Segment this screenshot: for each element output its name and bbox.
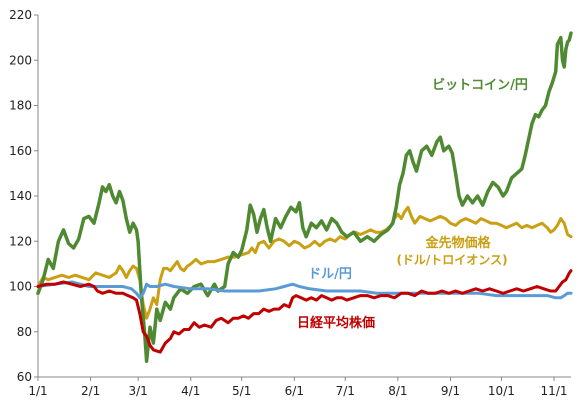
y-tick-label: 120: [9, 234, 32, 248]
series-label-1-line-1: (ドル/トロイオンス): [396, 253, 507, 267]
x-tick-label: 5/1: [232, 384, 251, 398]
series-line-0: [36, 31, 573, 363]
y-tick-label: 200: [9, 53, 32, 67]
series-label-2-line-0: ドル/円: [308, 267, 352, 282]
series-line-3: [36, 269, 573, 354]
x-tick-label: 11/1: [541, 384, 568, 398]
y-tick-label: 180: [9, 99, 32, 113]
chart-series-lines: [36, 31, 573, 363]
series-label-0-line-0: ビットコイン/円: [432, 77, 528, 93]
x-tick-label: 1/1: [28, 384, 47, 398]
y-tick-label: 60: [17, 370, 32, 384]
x-tick-label: 3/1: [128, 384, 147, 398]
x-tick-label: 7/1: [336, 384, 355, 398]
y-tick-label: 220: [9, 8, 32, 22]
series-label-1-line-0: 金先物価格: [424, 235, 491, 251]
x-tick-label: 6/1: [285, 384, 304, 398]
chart-axes: 60 80 100 120 140 160 180 200 220 1/1 2/1 3/1 4/1 5/1…: [9, 8, 571, 398]
y-tick-label: 160: [9, 144, 32, 158]
x-tick-label: 8/1: [388, 384, 407, 398]
x-tick-label: 9/1: [441, 384, 460, 398]
series-line-2: [36, 280, 573, 300]
x-tick-label: 10/1: [488, 384, 515, 398]
y-tick-label: 100: [9, 280, 32, 294]
series-label-3-line-0: 日経平均株価: [297, 315, 375, 331]
x-tick-label: 2/1: [81, 384, 100, 398]
x-tick-label: 4/1: [181, 384, 200, 398]
y-tick-label: 140: [9, 189, 32, 203]
y-tick-label: 80: [17, 325, 32, 339]
